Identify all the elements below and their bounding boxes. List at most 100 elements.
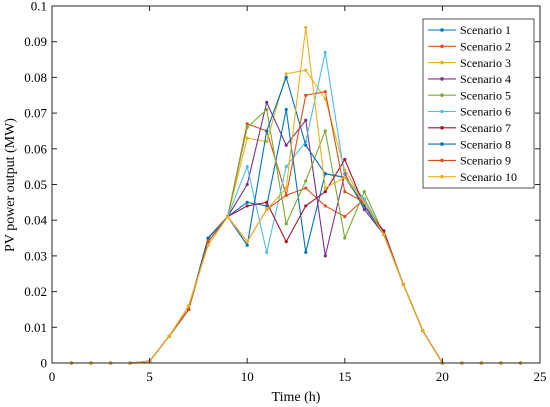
data-point [304,25,308,30]
data-point [284,186,288,190]
legend-marker [440,93,444,97]
data-point [323,204,327,208]
x-axis-label: Time (h) [272,390,321,405]
y-tick-label: 0.01 [24,320,47,335]
series-line-7 [71,158,521,364]
data-point [206,243,210,247]
data-point [284,222,288,226]
data-point [265,200,269,204]
y-tick-label: 0 [41,356,48,371]
data-point [245,200,249,204]
data-point [362,204,366,208]
x-axis: 0 5 10 15 20 25 [49,6,547,384]
data-point [343,175,347,179]
legend-marker [440,126,444,130]
legend-label: Scenario 8 [460,137,511,151]
data-point [304,186,308,190]
legend-marker [440,109,444,114]
data-point [187,307,191,312]
y-axis: 0 0.01 0.02 0.03 0.04 0.05 0.06 0.07 0.08 0.09 0.1 [24,0,540,371]
data-point [304,143,308,147]
data-point [323,90,327,94]
legend-marker [440,44,444,49]
data-point [265,250,269,254]
legend-marker [440,28,444,32]
legend-marker [440,77,444,81]
data-point [362,197,366,201]
x-tick-label: 15 [338,369,351,384]
data-point [362,207,366,212]
data-point [245,136,249,140]
data-point [206,240,210,244]
data-point [265,207,269,212]
data-point [245,125,249,129]
legend-marker [440,60,444,65]
legend: Scenario 1 Scenario 2 Scenario 3 Scenario 4… [422,18,535,189]
y-tick-label: 0.1 [31,0,47,14]
x-tick-label: 25 [534,369,547,384]
data-point [265,140,269,144]
data-point [265,129,269,133]
data-point [382,229,386,233]
legend-marker [440,142,444,146]
data-point [304,118,308,122]
data-point [245,204,249,208]
data-point [304,68,308,72]
data-point [382,232,386,237]
legend-label: Scenario 6 [460,105,511,119]
data-point [245,165,249,169]
data-point [284,193,288,197]
legend-label: Scenario 10 [460,170,517,184]
data-point [265,107,269,112]
data-point [245,122,249,126]
data-point [343,236,347,240]
data-point [343,157,347,162]
data-point [187,304,191,308]
data-point [284,165,288,169]
x-tick-label: 10 [241,369,254,384]
data-point [226,215,230,219]
data-point [245,240,249,244]
y-tick-label: 0.08 [24,70,47,85]
legend-label: Scenario 9 [460,154,511,168]
data-point [265,100,269,104]
legend-label: Scenario 3 [460,56,511,70]
y-axis-label: PV power output (MW) [3,118,18,252]
legend-marker [440,174,444,179]
data-point [284,75,288,79]
data-point [167,334,171,338]
data-point [401,282,405,287]
data-point [245,243,249,247]
y-tick-label: 0.05 [24,177,47,192]
data-point [323,254,327,258]
data-point [206,236,210,240]
data-point [343,215,347,219]
data-point [304,93,308,97]
data-point [284,107,288,112]
data-point [284,72,288,76]
data-point [323,190,327,194]
y-tick-label: 0.04 [24,213,47,228]
legend-label: Scenario 2 [460,40,511,54]
y-tick-label: 0.06 [24,141,47,156]
y-tick-label: 0.07 [24,106,47,121]
data-point [284,240,288,244]
data-point [304,179,308,183]
data-point [362,190,366,194]
plot-area [51,5,541,365]
data-point [421,329,425,333]
data-point [362,200,366,204]
legend-label: Scenario 1 [460,23,511,37]
x-tick-label: 0 [49,369,56,384]
data-point [323,186,327,190]
y-tick-label: 0.09 [24,34,47,49]
data-point [323,129,327,133]
data-point [323,172,327,176]
data-point [284,143,288,147]
legend-label: Scenario 4 [460,72,511,86]
x-tick-label: 5 [146,369,153,384]
legend-label: Scenario 7 [460,121,511,135]
legend-label: Scenario 5 [460,88,511,102]
